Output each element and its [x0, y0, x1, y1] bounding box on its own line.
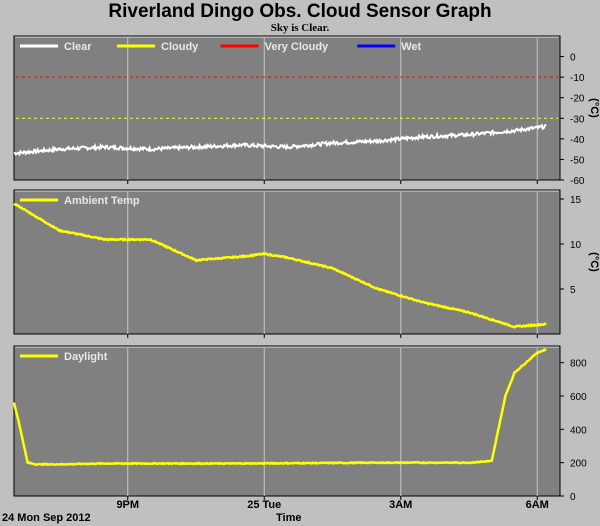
series-line-clear: [13, 123, 547, 157]
y-tick-label: 15: [570, 195, 582, 206]
y-tick-label: 0: [570, 53, 576, 64]
chart-panel-daylight: 800 600 400 200 0 Daylight: [12, 345, 587, 503]
chart-title: Riverland Dingo Obs. Cloud Sensor Graph: [108, 1, 492, 22]
date-label: 24 Mon Sep 2012: [2, 512, 91, 524]
y-tick-label: -30: [570, 114, 585, 125]
y-tick-label: 5: [570, 285, 576, 296]
y-tick-label: -60: [570, 176, 585, 187]
y-tick-label: 400: [570, 425, 587, 436]
y-tick-label: 200: [570, 459, 587, 470]
x-tick-label: 6AM: [526, 499, 549, 511]
y-axis-label: (°C): [588, 252, 600, 272]
chart-panel-sky-temperature: 0 -10 -20 -30 -40 -50 -60 (°C) Clear Cloudy Very C…: [13, 35, 600, 187]
plot-area: [13, 35, 561, 181]
plot-area: [13, 189, 561, 335]
y-tick-label: -20: [570, 94, 585, 105]
chart-subtitle: Sky is Clear.: [270, 22, 330, 34]
y-tick-label: 10: [570, 240, 582, 251]
plot-area: [13, 345, 561, 497]
legend-label: Daylight: [64, 351, 108, 363]
y-tick-label: 800: [570, 359, 587, 370]
series-line-ambient-temp: [13, 202, 547, 329]
y-tick-label: -40: [570, 135, 585, 146]
y-tick-label: 0: [570, 492, 576, 503]
chart-panel-ambient-temperature: 15 10 5 (°C) Ambient Temp: [13, 189, 600, 338]
y-tick-label: 600: [570, 392, 587, 403]
y-axis-label: (°C): [588, 98, 600, 118]
legend-label: Very Cloudy: [265, 41, 329, 53]
x-axis-label: Time: [276, 512, 302, 524]
y-tick-label: -10: [570, 73, 585, 84]
x-tick-label: 3AM: [389, 499, 412, 511]
series-line-daylight: [12, 348, 547, 467]
x-tick-label: 25 Tue: [247, 499, 281, 511]
legend-label: Ambient Temp: [64, 195, 140, 207]
y-tick-label: -50: [570, 155, 585, 166]
legend-label: Wet: [401, 41, 421, 53]
x-tick-label: 9PM: [116, 499, 139, 511]
legend-label: Cloudy: [161, 41, 199, 53]
legend-label: Clear: [64, 41, 92, 53]
